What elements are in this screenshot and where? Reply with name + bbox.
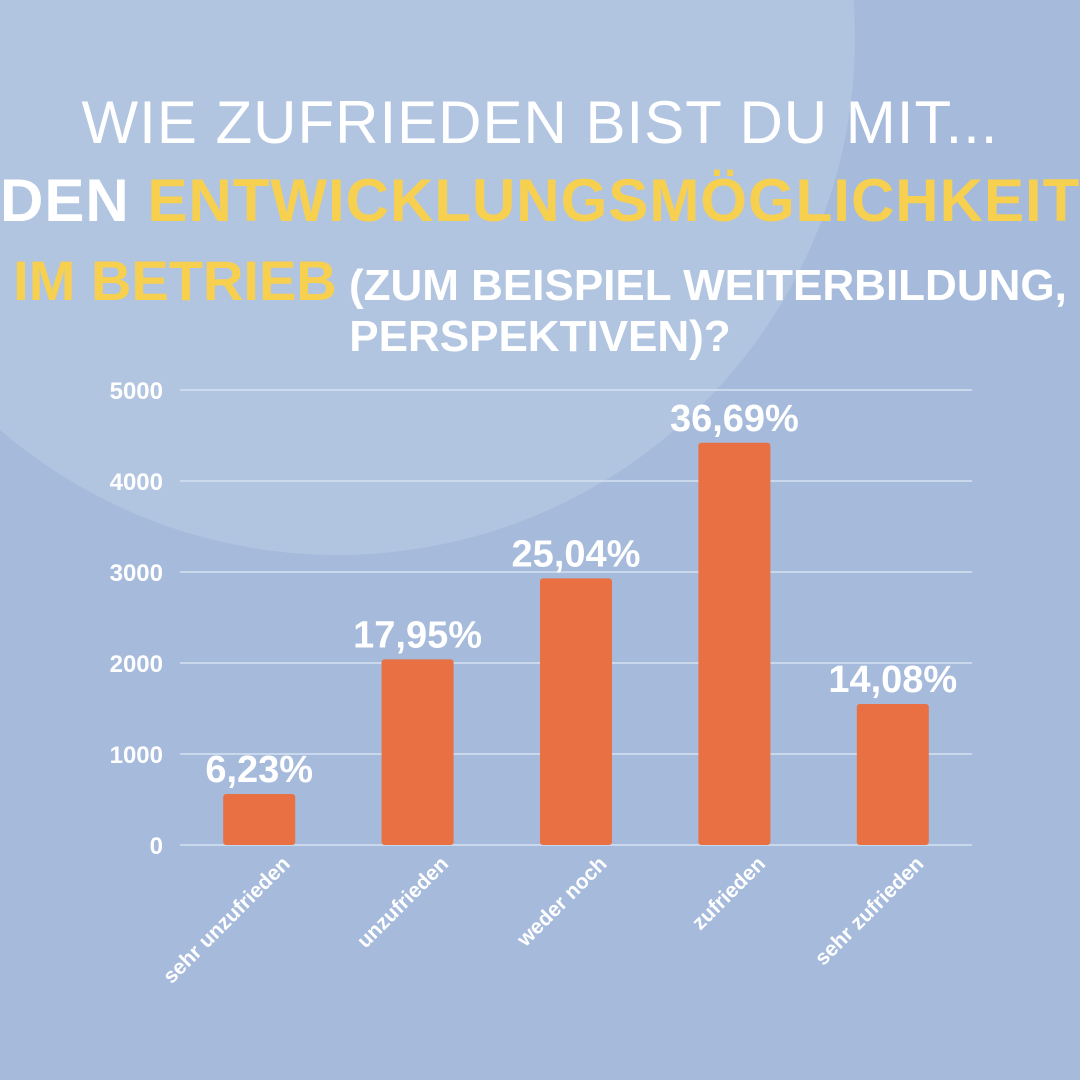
title-line-1: WIE ZUFRIEDEN BIST DU MIT... [0, 88, 1080, 157]
x-tick-label: zufrieden [688, 852, 770, 934]
title-line-2: DEN ENTWICKLUNGSMÖGLICHKEITEN [0, 166, 1080, 235]
title-white-part-2: (ZUM BEISPIEL WEITERBILDUNG, [336, 261, 1067, 310]
data-label: 25,04% [512, 533, 641, 575]
bar-1 [223, 794, 296, 845]
x-tick-label: sehr unzufrieden [159, 852, 295, 988]
x-tick-label: unzufrieden [353, 852, 453, 952]
title-accent-part-2: IM BETRIEB [13, 249, 337, 312]
y-tick-label: 2000 [110, 651, 163, 678]
title-line-3: IM BETRIEB (ZUM BEISPIEL WEITERBILDUNG, [0, 248, 1080, 313]
y-tick-label: 1000 [110, 742, 163, 769]
data-label: 14,08% [828, 659, 957, 701]
bar-2 [381, 659, 454, 845]
y-tick-label: 3000 [110, 560, 163, 587]
title-line-4: PERSPEKTIVEN)? [0, 312, 1080, 362]
bar-3 [540, 578, 612, 845]
bar-5 [856, 703, 929, 845]
y-tick-label: 5000 [110, 378, 163, 405]
title-intro: WIE ZUFRIEDEN BIST DU MIT... [81, 89, 999, 156]
title-end-part: PERSPEKTIVEN)? [349, 312, 731, 361]
x-tick-label: sehr zufrieden [811, 852, 929, 970]
title-accent-part: ENTWICKLUNGSMÖGLICHKEITEN [147, 167, 1080, 234]
data-label: 36,69% [670, 398, 799, 440]
data-label: 6,23% [205, 749, 313, 791]
bar-4 [698, 442, 771, 845]
x-tick-label: weder noch [512, 852, 611, 951]
y-tick-label: 0 [150, 833, 163, 860]
title-white-part: DEN [0, 167, 148, 234]
y-tick-label: 4000 [110, 469, 163, 496]
data-label: 17,95% [353, 614, 482, 656]
